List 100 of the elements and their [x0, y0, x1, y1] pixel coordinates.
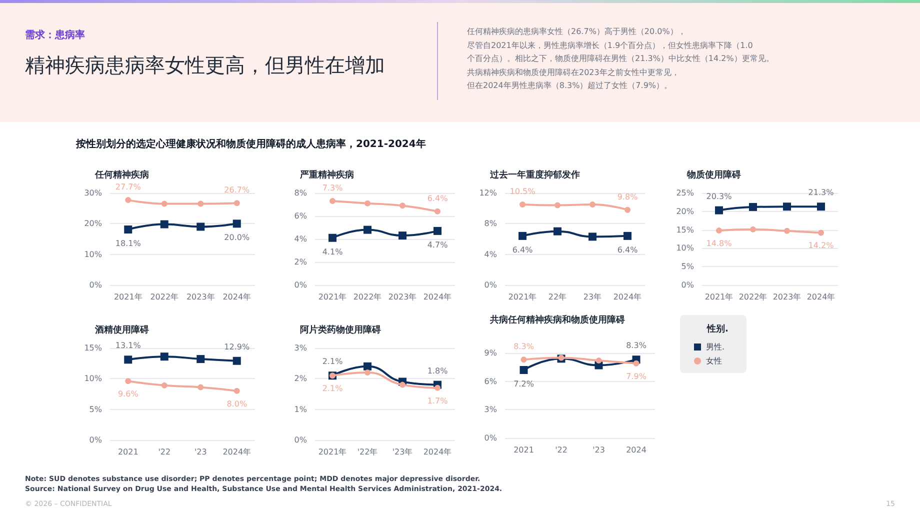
point	[161, 200, 168, 207]
point	[434, 384, 440, 391]
y-tick-label: 15%	[676, 225, 694, 234]
y-tick-label: 8%	[484, 219, 498, 228]
x-tick-label: 2021年	[704, 292, 734, 302]
data-label: 6.4%	[512, 245, 534, 254]
data-label: 13.1%	[115, 341, 142, 350]
point	[364, 370, 370, 376]
legend-label: 男性.	[706, 342, 725, 352]
point	[596, 358, 602, 364]
point	[624, 206, 630, 213]
data-label: 18.1%	[115, 238, 142, 248]
point	[330, 198, 336, 204]
x-tick-label: 2024	[626, 446, 646, 454]
x-tick-label: 2021	[118, 448, 138, 456]
point	[716, 228, 722, 234]
chart-title: 共病任何精神疾病和物质使用障碍	[489, 314, 625, 326]
y-tick-label: 0%	[89, 436, 102, 444]
data-label: 4.7%	[427, 240, 448, 250]
data-label: 27.7%	[115, 182, 142, 192]
y-tick-label: 20%	[84, 219, 102, 228]
y-tick-label: 0%	[89, 280, 102, 290]
y-tick-label: 20%	[676, 206, 694, 216]
point	[364, 200, 370, 206]
point	[400, 382, 406, 388]
text: 按性别划分的选定心理健康状况和物质使用障碍的成人患病率，2021-2024年	[76, 137, 426, 151]
point	[198, 200, 204, 207]
point	[715, 206, 723, 214]
data-label: 20.0%	[224, 233, 250, 242]
data-label: 14.8%	[706, 239, 732, 248]
y-tick-label: 0%	[484, 280, 498, 290]
point	[364, 362, 372, 370]
data-label: 6.4%	[427, 194, 448, 203]
y-tick-label: 4%	[294, 234, 308, 244]
point	[328, 234, 336, 242]
point	[234, 388, 240, 394]
point	[434, 226, 442, 235]
y-tick-label: 0%	[294, 280, 308, 290]
data-label: 8.3%	[514, 342, 534, 352]
x-tick-label: 2023年	[388, 292, 417, 302]
point	[196, 355, 205, 364]
point	[160, 352, 168, 361]
point	[817, 202, 825, 211]
y-tick-label: 5%	[681, 262, 694, 272]
point	[749, 202, 757, 211]
point	[554, 202, 560, 208]
x-tick-label: 2022年	[150, 292, 179, 302]
data-label: 20.3%	[706, 192, 732, 201]
text: 尽管自2021年以来，男性患病率增长（1.9个百分点），但女性患病率下降（1.0	[467, 40, 754, 52]
chart-title: 阿片类药物使用障碍	[300, 324, 381, 336]
point	[398, 232, 406, 240]
y-tick-label: 3%	[294, 344, 308, 352]
point	[624, 232, 632, 240]
y-tick-label: 0%	[294, 436, 308, 444]
data-label: 14.2%	[808, 241, 834, 250]
x-tick-label: 2021年	[114, 292, 142, 302]
data-label: 9.8%	[617, 192, 638, 202]
legend-label: 女性	[706, 356, 722, 366]
chart-title: 物质使用障碍	[686, 170, 741, 180]
y-tick-label: 3%	[484, 405, 498, 414]
y-tick-label: 15%	[84, 344, 102, 352]
data-label: 9.6%	[118, 390, 139, 399]
y-tick-label: 2%	[294, 374, 308, 384]
point	[125, 378, 132, 384]
point	[125, 197, 132, 204]
y-tick-label: 30%	[84, 188, 102, 198]
data-label: 1.8%	[427, 366, 448, 376]
x-tick-label: 2024年	[423, 448, 452, 456]
data-label: 26.7%	[224, 186, 250, 195]
y-tick-label: 2%	[294, 258, 308, 266]
data-label: 1.7%	[427, 396, 448, 406]
point	[196, 222, 205, 231]
x-tick-label: 2024年	[613, 292, 642, 302]
x-tick-label: 2024年	[222, 448, 252, 456]
x-tick-label: 2023年	[186, 292, 215, 302]
data-label: 4.1%	[322, 247, 344, 256]
point	[818, 230, 824, 236]
x-tick-label: 2023年	[772, 292, 802, 302]
point	[518, 232, 526, 240]
data-label: 21.3%	[808, 188, 834, 198]
x-tick-label: 2022年	[353, 292, 382, 302]
y-tick-label: 12%	[479, 188, 498, 198]
x-tick-label: 2021年	[318, 448, 347, 456]
x-tick-label: 2024年	[806, 292, 836, 302]
x-tick-label: 2024年	[222, 292, 252, 302]
point	[520, 366, 528, 374]
x-tick-label: '23年	[392, 448, 413, 456]
y-tick-label: 1%	[294, 404, 308, 414]
y-tick-label: 25%	[676, 188, 694, 198]
point	[520, 202, 526, 208]
data-label: 8.0%	[226, 399, 248, 408]
point	[434, 208, 440, 214]
point	[520, 356, 527, 363]
text: 任何精神疾病的患病率女性（26.7%）高于男性（20.0%），	[467, 26, 687, 38]
data-label: 2.1%	[322, 384, 344, 394]
text: 需求：患病率	[25, 28, 85, 42]
chart-title: 酒精使用障碍	[94, 324, 149, 336]
text: 共病精神疾病和物质使用障碍在2023年之前女性中更常见，	[467, 66, 680, 78]
text: 个百分点）。相比之下，物质使用障碍在男性（21.3%）中比女性（14.2%）更常见。	[467, 53, 774, 65]
point	[234, 200, 240, 206]
